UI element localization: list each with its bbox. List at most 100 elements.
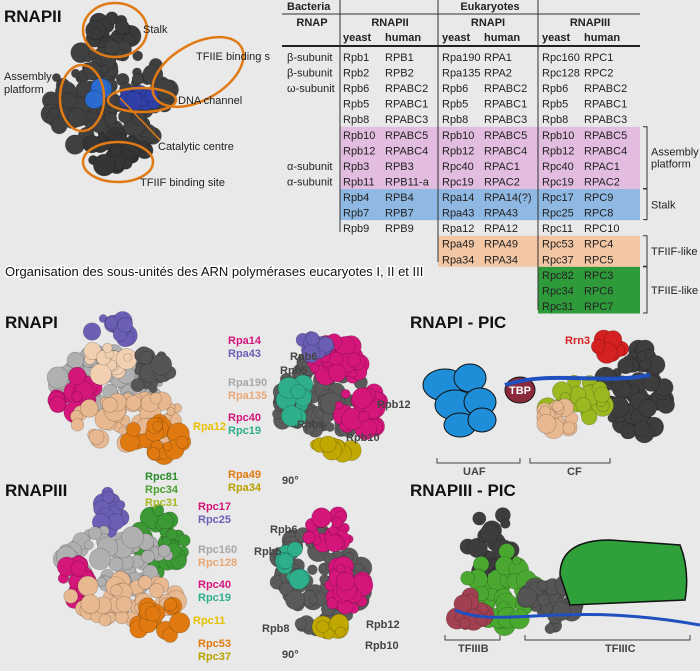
structure-blob (351, 387, 373, 409)
structure-label: Rpc40 (228, 412, 261, 424)
cell: RPABC4 (584, 145, 627, 157)
structure-blob (305, 331, 320, 346)
structure-label: Rrn3 (565, 335, 590, 347)
cell: RPC8 (584, 208, 613, 220)
cell: RPC1 (584, 52, 613, 64)
cell: RPC9 (584, 192, 613, 204)
structure-blob (114, 19, 130, 35)
structure-label: 90° (282, 649, 299, 661)
structure-blob (68, 366, 87, 386)
structure-blob (288, 569, 309, 590)
structure-label: TFIIIC (605, 643, 636, 655)
cell: Rpb6 (442, 83, 468, 95)
cell: RPA49 (484, 239, 518, 251)
structure-blob (575, 397, 591, 413)
cell: Rpa12 (442, 223, 474, 235)
cell: Rpc40 (442, 161, 474, 173)
cell: RPABC3 (584, 114, 627, 126)
structure-label: Rpc25 (198, 514, 231, 526)
group-bracket (643, 126, 648, 189)
structure-blob (157, 512, 174, 530)
structure-blob (82, 322, 102, 341)
cell: Rpb5 (442, 99, 468, 111)
structure-blob (110, 584, 123, 597)
structure-blob (537, 593, 550, 607)
structure-blob (89, 363, 112, 386)
cell: Rpa43 (442, 208, 474, 220)
cell: Rpb5 (343, 99, 369, 111)
structure-blob (102, 490, 115, 504)
structure-blob (88, 526, 102, 540)
group-label: platform (651, 159, 691, 171)
structure-label: Rpc160 (198, 544, 237, 556)
structure-blob (638, 398, 657, 418)
structure-label: CF (567, 466, 582, 478)
structure-blob (318, 336, 334, 353)
structure-blob (636, 350, 647, 361)
structure-blob (485, 550, 495, 560)
structure-label: Rpc11 (193, 615, 225, 627)
species: human (484, 32, 520, 44)
structure-blob (311, 507, 332, 528)
structure-blob (84, 90, 104, 109)
structure-blob (150, 353, 173, 376)
structure-blob (108, 556, 124, 572)
structure-blob (89, 548, 111, 570)
cell: Rpc34 (542, 285, 574, 297)
structure-blob (138, 575, 153, 590)
uaf-shape (467, 407, 497, 433)
structure-blob (131, 73, 144, 86)
structure-label: Rpb5 (254, 546, 282, 558)
structure-blob (165, 528, 178, 541)
structure-blob (138, 350, 153, 365)
structure-panels: RNAPI RNAPI - PIC RNAPIII RNAPIII - PIC Rpa1… (5, 313, 636, 663)
highlight-rings (58, 1, 245, 184)
cell: Rpb10 (343, 130, 375, 142)
bracket (524, 635, 691, 641)
structure-label: Rpb12 (377, 399, 411, 411)
cell: RPABC5 (484, 130, 527, 142)
cell: RPABC3 (484, 114, 527, 126)
structure-label: Rpc37 (198, 651, 231, 663)
cell: RPABC1 (484, 99, 527, 111)
structure-blob (512, 556, 522, 566)
structure-label: Rpc40 (198, 579, 231, 591)
cell: α-subunit (287, 176, 333, 188)
header: RNAPII (371, 17, 408, 29)
cell: Rpb8 (542, 114, 568, 126)
cell: RPABC4 (484, 145, 527, 157)
cell: RPABC2 (484, 83, 527, 95)
structure-blob (281, 405, 303, 427)
cell: Rpa135 (442, 68, 481, 80)
species: yeast (442, 32, 470, 44)
structure-blob (125, 91, 143, 109)
panel-title: RNAPII (4, 7, 62, 26)
structure-blob (50, 117, 68, 135)
structure-blob (98, 613, 112, 627)
cell: Rpc11 (542, 223, 573, 235)
species: human (584, 32, 620, 44)
dna (454, 608, 700, 627)
structure-blob (329, 351, 344, 366)
cell: Rpc17 (542, 192, 574, 204)
cell: RPB11-a (385, 176, 430, 188)
header: Bacteria (287, 1, 331, 13)
cell: Rpa190 (442, 52, 481, 64)
structure-label: Rpa34 (228, 482, 262, 494)
structure-blob (287, 541, 303, 557)
header: RNAPIII (570, 17, 610, 29)
group-band (340, 126, 640, 190)
structure-blob (551, 601, 571, 621)
structure-blob (562, 421, 576, 435)
structure-blob (544, 623, 556, 635)
header: RNAPI (471, 17, 505, 29)
cell: RPB2 (385, 68, 414, 80)
panel-title: RNAPI (5, 313, 58, 332)
structure-blob (99, 64, 109, 74)
structure-blob (141, 549, 155, 564)
structure-blob (302, 422, 315, 435)
rnapii-panel: RNAPII Stalk TFIIE binding s Assembly pl… (4, 1, 270, 189)
structure-blob (93, 153, 116, 177)
cell: RPABC1 (584, 99, 627, 111)
structure-label: Rpc31 (145, 497, 178, 509)
